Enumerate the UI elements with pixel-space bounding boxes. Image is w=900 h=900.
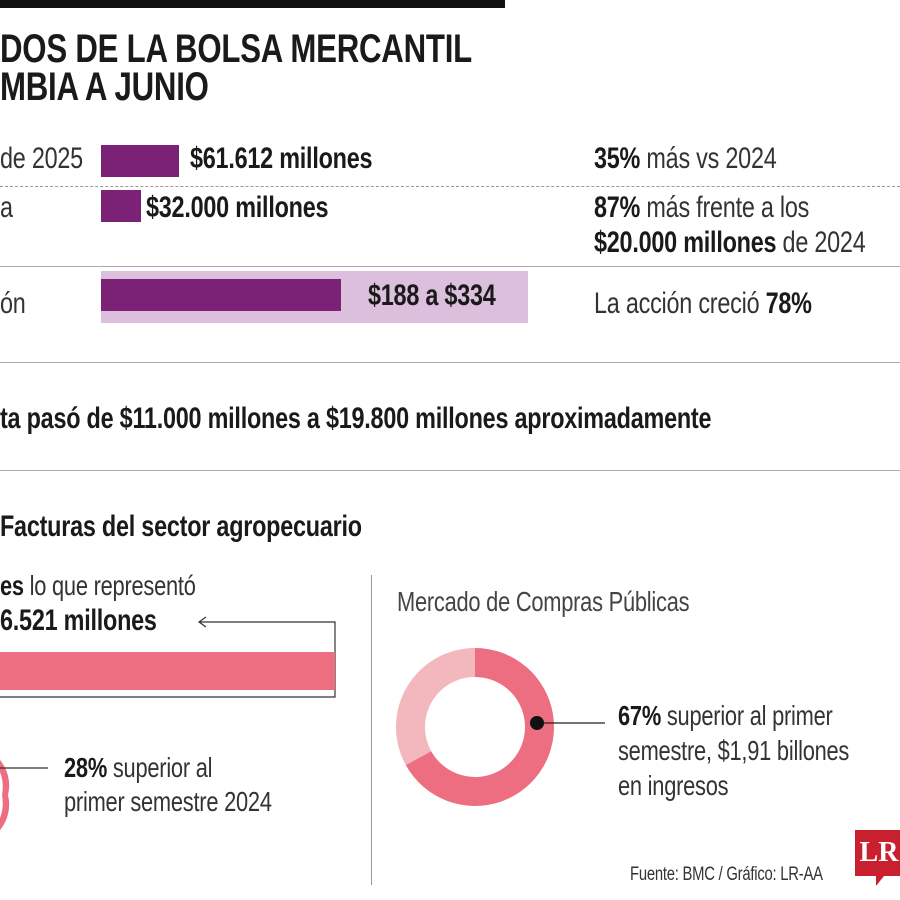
left-line1-bold: es bbox=[0, 570, 24, 601]
divider bbox=[0, 362, 900, 363]
donut-slice bbox=[405, 648, 554, 806]
row2-value: $32.000 millones bbox=[146, 191, 329, 224]
row1-label: de 2025 bbox=[0, 142, 83, 175]
right-title: Mercado de Compras Públicas bbox=[397, 586, 690, 617]
row2-label: a bbox=[0, 191, 13, 224]
right-line-1: 67% superior al primer bbox=[618, 700, 833, 732]
right-line-2: semestre, $1,91 billones bbox=[618, 735, 850, 766]
pink-bar bbox=[0, 652, 335, 690]
title-line-1: DOS DE LA BOLSA MERCANTIL bbox=[0, 27, 472, 71]
dashed-divider bbox=[0, 186, 900, 187]
section-title: Facturas del sector agropecuario bbox=[0, 510, 362, 543]
donut-slice bbox=[396, 648, 475, 766]
right-pct-bold: 67% bbox=[618, 700, 662, 731]
left-line-1: es lo que representó bbox=[0, 570, 196, 602]
row2-note-bold: 87% bbox=[594, 191, 641, 224]
row3-label: ón bbox=[0, 287, 26, 320]
row2-note-2: $20.000 millones de 2024 bbox=[594, 226, 866, 260]
logo-text: LR bbox=[859, 837, 899, 868]
logo-tail bbox=[876, 876, 890, 886]
right-line-3: en ingresos bbox=[618, 770, 729, 801]
row1-value: $61.612 millones bbox=[190, 142, 373, 175]
vertical-divider bbox=[371, 575, 372, 885]
left-line1-text: lo que representó bbox=[23, 570, 196, 601]
arrow-connector bbox=[0, 616, 336, 698]
source-text: Fuente: BMC / Gráfico: LR-AA bbox=[630, 864, 823, 885]
row3-bar bbox=[101, 279, 341, 311]
row2-note2-bold: $20.000 millones bbox=[594, 226, 777, 259]
row2-note: 87% más frente a los bbox=[594, 191, 809, 225]
left-pct: 28% superior al bbox=[64, 752, 212, 784]
row3-value: $188 a $334 bbox=[368, 279, 496, 312]
summary-text: ta pasó de $11.000 millones a $19.800 mi… bbox=[0, 402, 712, 435]
row1-note-bold: 35% bbox=[594, 142, 641, 175]
row2-note2-text: de 2024 bbox=[776, 226, 866, 259]
row1-note-text: más vs 2024 bbox=[640, 142, 777, 175]
lr-logo: LR bbox=[855, 830, 900, 876]
row3-note: La acción creció 78% bbox=[594, 287, 812, 321]
row1-note: 35% más vs 2024 bbox=[594, 142, 777, 176]
row1-bar bbox=[101, 145, 179, 177]
left-donut-fragment bbox=[0, 760, 48, 830]
title-line-2: MBIA A JUNIO bbox=[0, 65, 209, 109]
left-pct-bold: 28% bbox=[64, 752, 108, 783]
right-line1-text: superior al primer bbox=[661, 700, 833, 731]
divider bbox=[0, 470, 900, 471]
donut-chart bbox=[396, 648, 605, 806]
divider bbox=[0, 266, 900, 267]
left-value: 6.521 millones bbox=[0, 604, 157, 637]
top-rule bbox=[0, 0, 505, 8]
row3-note-text: La acción creció bbox=[594, 287, 766, 320]
left-pct-line2: primer semestre 2024 bbox=[64, 786, 272, 817]
left-pct-text: superior al bbox=[107, 752, 213, 783]
row2-note-text: más frente a los bbox=[640, 191, 810, 224]
row3-note-bold: 78% bbox=[765, 287, 812, 320]
leader-dot bbox=[530, 716, 544, 730]
row2-bar bbox=[101, 190, 141, 222]
